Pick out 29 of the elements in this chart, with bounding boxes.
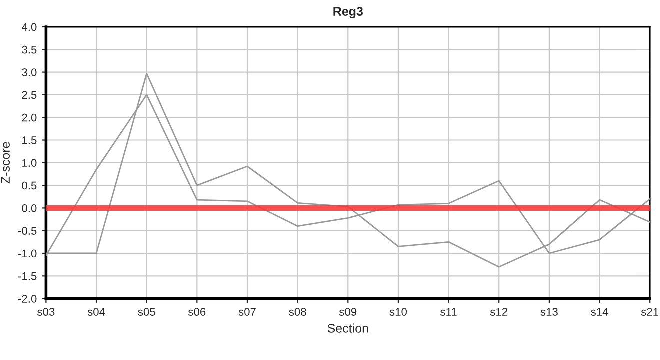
y-tick-label: -1.5 [18, 272, 37, 280]
x-tick-label: s08 [289, 308, 306, 316]
y-tick-label: -0.5 [18, 227, 37, 235]
x-tick-label: s11 [440, 308, 457, 316]
x-tick-label: s03 [38, 308, 55, 316]
y-tick-label: -1.0 [18, 250, 37, 258]
chart-title: Reg3 [334, 7, 363, 19]
y-tick-label: 3.5 [22, 46, 37, 54]
x-tick-label: s06 [188, 308, 206, 316]
x-tick-label: s09 [340, 308, 357, 316]
y-tick-label: 2.0 [22, 114, 37, 122]
x-tick-label: s07 [238, 308, 256, 316]
y-tick-label: 2.5 [22, 91, 37, 100]
x-axis-title: Section [328, 324, 368, 333]
x-tick-label: s04 [88, 308, 106, 316]
y-axis-title: Z-score [1, 142, 10, 184]
y-tick-label: 1.5 [22, 136, 37, 144]
x-tick-label: s21 [641, 308, 659, 316]
x-tick-label: s10 [390, 308, 407, 316]
y-tick-label: 0.0 [22, 204, 37, 212]
y-tick-label: 0.5 [22, 182, 37, 190]
y-tick-label: 1.0 [22, 159, 37, 168]
y-tick-label: -2.0 [18, 295, 37, 303]
x-tick-label: s14 [591, 308, 608, 316]
y-tick-label: 3.0 [22, 68, 37, 76]
x-tick-label: s05 [138, 308, 156, 316]
y-tick-label: 4.0 [22, 23, 37, 32]
x-tick-label: s12 [490, 308, 508, 316]
x-tick-label: s13 [540, 308, 558, 316]
